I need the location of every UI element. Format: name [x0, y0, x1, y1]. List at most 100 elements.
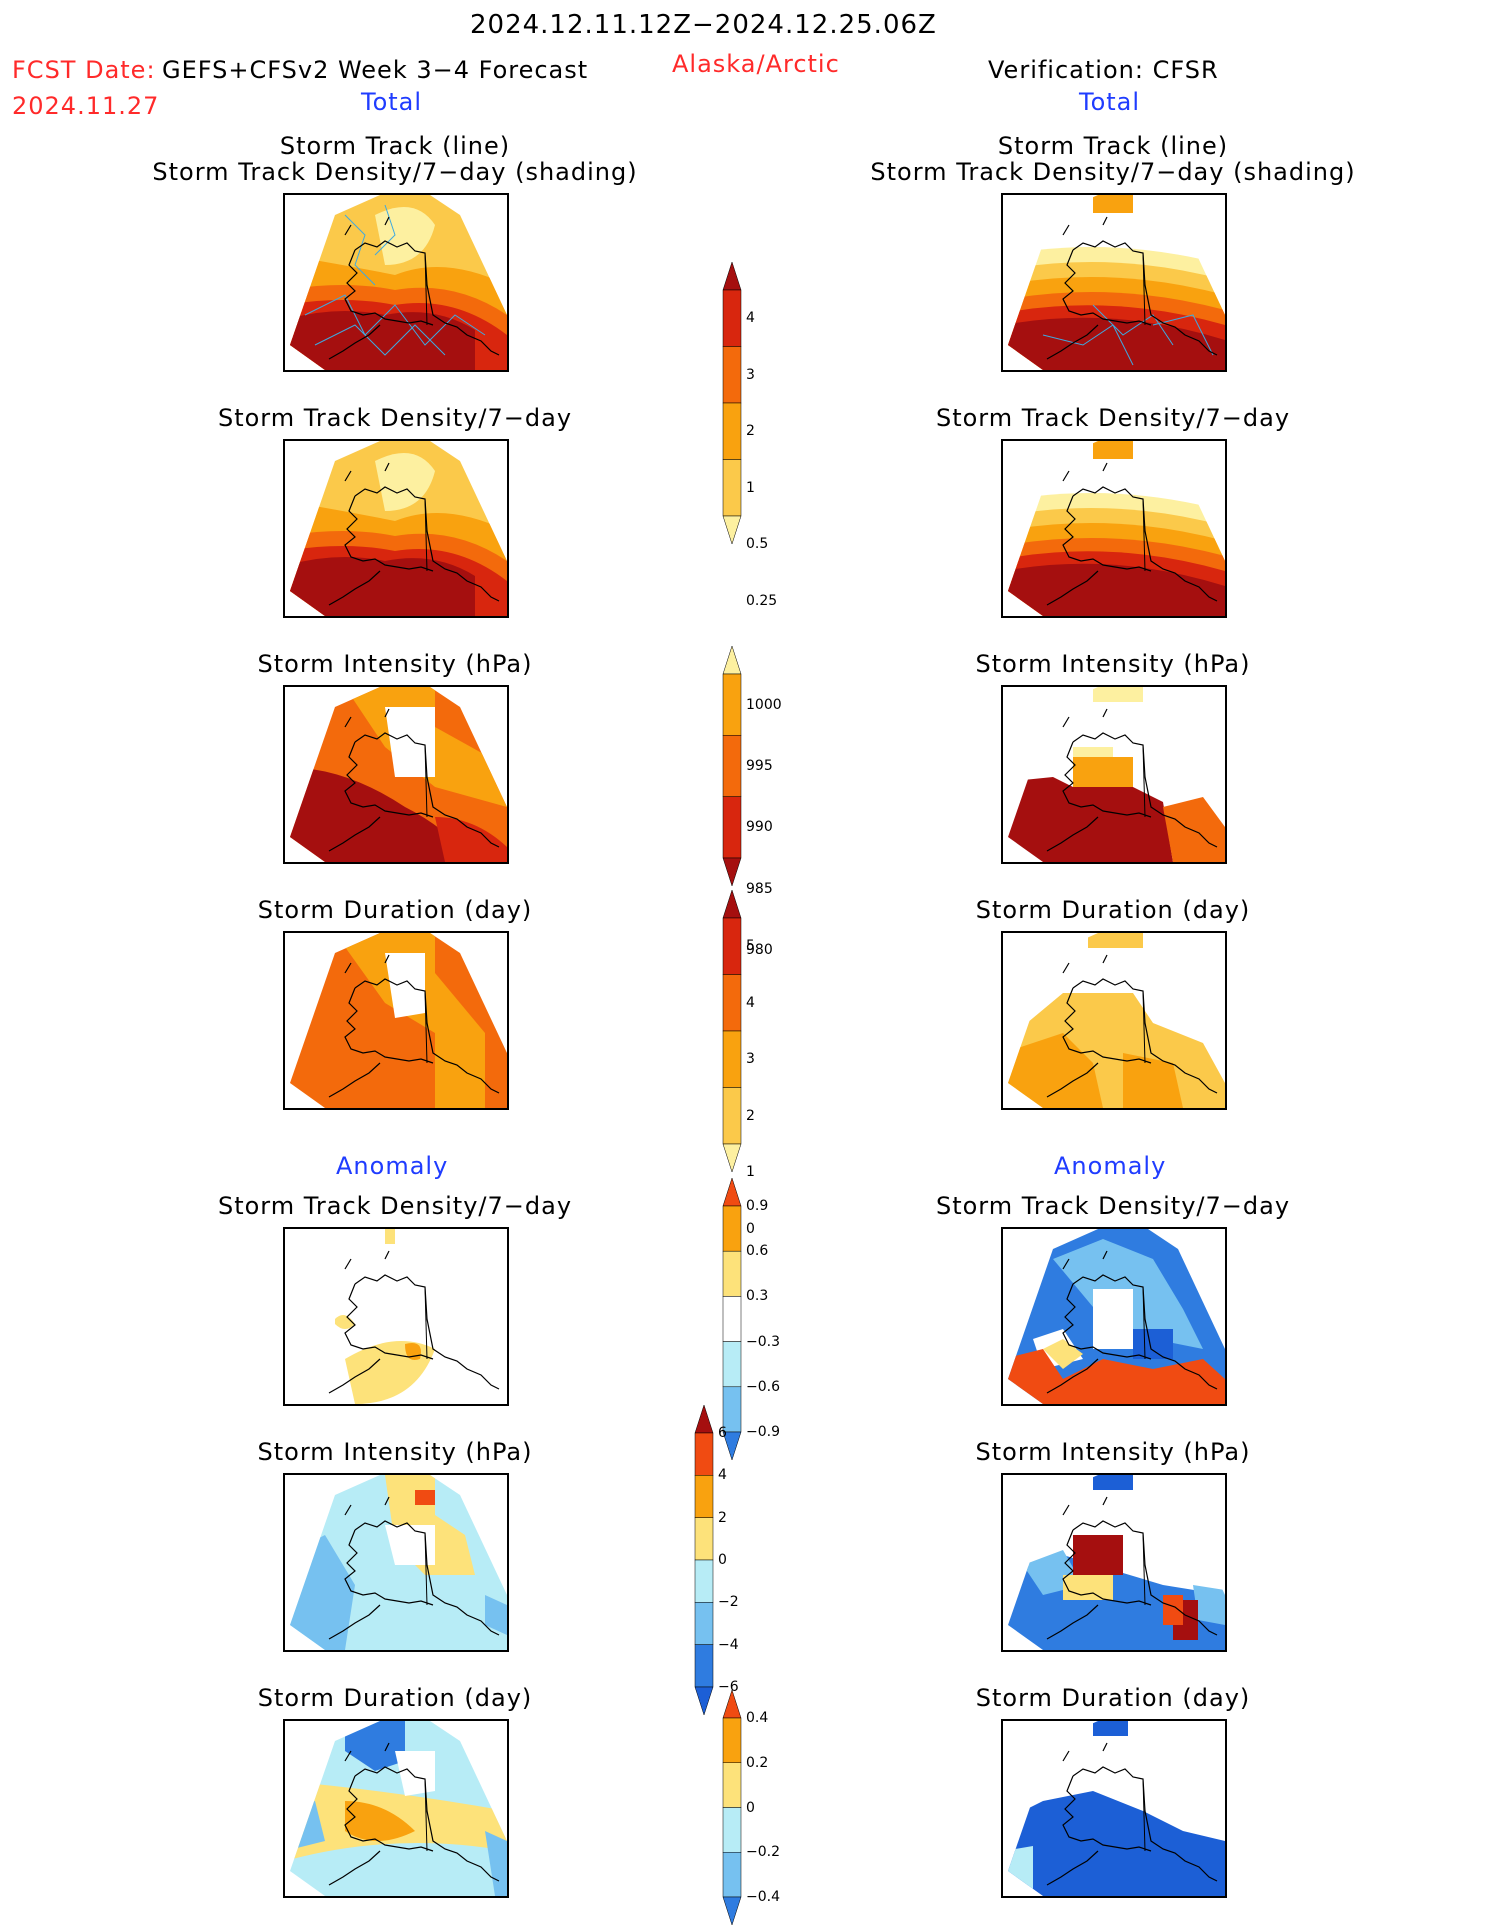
colorbar-tick-label: 995	[746, 758, 773, 774]
coastline	[328, 708, 500, 852]
coastline	[328, 1250, 500, 1394]
shading-contour	[435, 817, 507, 862]
colorbar-density-anom: 0.9 0.6 0.3 −0.3 −0.6 −0.9	[722, 1178, 802, 1460]
right-anom-density-title: Storm Track Density/7−day	[935, 1192, 1291, 1220]
coastline	[1046, 1250, 1218, 1394]
border-line	[424, 990, 428, 1064]
colorbar-swatch	[722, 1896, 742, 1925]
colorbar-tick-label: −0.9	[746, 1424, 780, 1440]
colorbar-tick-label: −0.2	[746, 1844, 780, 1861]
colorbar-tick-label: −0.4	[746, 1889, 780, 1905]
colorbar-tick-label: 0.9	[746, 1198, 769, 1214]
colorbar-swatch	[722, 459, 742, 517]
colorbar-tick-label: 0.25	[746, 592, 778, 609]
shading-contour	[290, 767, 475, 862]
colorbar-swatch	[722, 1341, 742, 1388]
colorbar-swatches	[722, 646, 742, 886]
map-right-anom-density	[1001, 1227, 1227, 1406]
map-left-duration	[283, 931, 509, 1110]
anomaly-left-label: Anomaly	[336, 1152, 449, 1180]
shading-contour	[335, 1229, 435, 1404]
colorbar-swatch	[722, 402, 742, 460]
colorbar-tick-label: 1000	[746, 696, 782, 713]
colorbar-tick-label: 0	[718, 1552, 727, 1568]
map-shading	[1008, 933, 1225, 1108]
colorbar-swatch	[722, 1087, 742, 1145]
shading-contour	[335, 933, 485, 1108]
colorbar-swatch	[722, 262, 742, 291]
colorbar-tick-label: −0.6	[746, 1378, 780, 1395]
map-shading	[1008, 1721, 1225, 1896]
shading-contour	[375, 453, 435, 511]
shading-contour	[1008, 1349, 1225, 1404]
colorbar-tick-label: 0.3	[746, 1288, 769, 1305]
colorbar-intensity-total: 1000 995 990 985 980	[722, 646, 802, 958]
colorbar-swatch	[722, 857, 742, 886]
colorbar-swatch	[722, 796, 742, 859]
border-line	[1142, 1532, 1146, 1606]
border-line	[1142, 1778, 1146, 1852]
border-line	[424, 1532, 428, 1606]
colorbar-swatch	[722, 646, 742, 675]
right-track-line-title: Storm Track (line)	[997, 132, 1229, 160]
shading-contour	[1008, 777, 1173, 862]
colorbar-tick-label: 0	[746, 1220, 755, 1237]
shading-contour	[1163, 797, 1225, 862]
colorbar-swatch	[694, 1517, 714, 1561]
coastline	[328, 462, 500, 606]
coastline	[1046, 708, 1218, 852]
colorbar-swatch	[722, 1717, 742, 1763]
total-left-label: Total	[361, 88, 423, 116]
verification-label: Verification: CFSR	[988, 56, 1219, 84]
colorbar-tick-label: 0.6	[746, 1243, 769, 1260]
colorbar-swatches	[722, 1690, 742, 1925]
map-right-density	[1001, 439, 1227, 618]
shading-contour	[290, 1229, 507, 1404]
shading-contour	[1063, 1575, 1113, 1600]
map-shading	[1008, 1229, 1225, 1404]
left-density-title: Storm Track Density/7−day	[217, 404, 573, 432]
colorbar-swatch	[722, 890, 742, 919]
colorbar-swatch	[694, 1559, 714, 1603]
shading-contour	[1093, 195, 1133, 213]
shading-contour	[345, 1721, 405, 1771]
colorbar-tick-label: 5	[746, 938, 755, 955]
shading-contour	[385, 953, 425, 1018]
border-line	[1142, 990, 1146, 1064]
map-right-intensity	[1001, 685, 1227, 864]
colorbar-tick-label: 0	[746, 1799, 755, 1816]
right-density-title: Storm Track Density/7−day	[935, 404, 1291, 432]
colorbar-tick-label: 4	[746, 994, 755, 1011]
left-intensity-title: Storm Intensity (hPa)	[257, 650, 533, 678]
colorbar-tick-label: 4	[746, 310, 755, 327]
colorbar-duration-anom: 0.4 0.2 0 −0.2 −0.4	[722, 1690, 802, 1925]
coastline	[328, 1742, 500, 1886]
colorbar-swatch	[722, 735, 742, 797]
region-label: Alaska/Arctic	[672, 50, 840, 78]
border-line	[424, 1778, 428, 1852]
colorbar-swatch	[722, 1143, 742, 1172]
colorbar-tick-label: 980	[746, 942, 773, 958]
border-line	[1142, 252, 1146, 326]
shading-contour	[290, 557, 475, 616]
coastline	[1046, 1742, 1218, 1886]
colorbar-tick-label: 6	[718, 1425, 727, 1441]
shading-contour	[290, 311, 475, 370]
coastline	[328, 1496, 500, 1640]
border-line	[1142, 744, 1146, 818]
map-right-track-density	[1001, 193, 1227, 372]
colorbar-swatch	[694, 1644, 714, 1688]
map-shading	[1008, 441, 1225, 616]
colorbar-tick-label: −2	[718, 1594, 739, 1611]
colorbar-tick-label: −4	[718, 1636, 739, 1653]
right-anom-intensity-title: Storm Intensity (hPa)	[975, 1438, 1251, 1466]
colorbar-swatch	[722, 346, 742, 404]
coastline	[1046, 462, 1218, 606]
map-right-anom-duration	[1001, 1719, 1227, 1898]
coastline	[1046, 216, 1218, 360]
colorbar-swatch	[722, 1852, 742, 1898]
colorbar-intensity-anom: 6 4 2 0 −2 −4 −6	[694, 1405, 774, 1715]
colorbar-tick-label: 0.2	[746, 1754, 769, 1771]
colorbar-tick-label: 1	[746, 1164, 755, 1181]
colorbar-swatch	[722, 515, 742, 544]
